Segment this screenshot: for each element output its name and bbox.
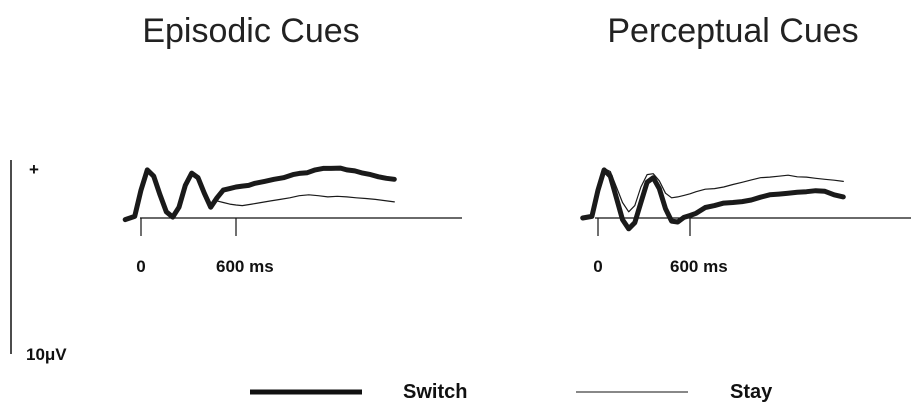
- perceptual-cues-tick-labels: 0 600 ms: [593, 257, 727, 276]
- episodic-cues-axes: [140, 217, 462, 236]
- x-tick-label-0: 0: [136, 257, 145, 276]
- x-tick-label-0: 0: [593, 257, 602, 276]
- episodic-cues-series: [122, 165, 397, 223]
- perceptual-cues-axes: [595, 217, 911, 236]
- legend-switch-label: Switch: [403, 381, 467, 403]
- series-line-switch: [580, 167, 846, 232]
- series-line-switch: [122, 165, 397, 223]
- legend: Switch Stay: [250, 381, 773, 403]
- legend-stay-label: Stay: [730, 381, 773, 403]
- episodic-cues-panel: Episodic Cues 0 600 ms: [122, 12, 462, 276]
- amplitude-label: 10μV: [26, 345, 67, 364]
- perceptual-cues-panel: Perceptual Cues 0 600 ms: [580, 12, 911, 276]
- series-line-stay: [582, 167, 844, 219]
- perceptual-cues-title: Perceptual Cues: [607, 12, 858, 50]
- positive-polarity-label: +: [29, 160, 39, 179]
- episodic-cues-title: Episodic Cues: [142, 12, 359, 50]
- episodic-cues-tick-labels: 0 600 ms: [136, 257, 273, 276]
- perceptual-cues-series: [580, 167, 846, 232]
- x-tick-label-600: 600 ms: [670, 257, 728, 276]
- x-tick-label-600: 600 ms: [216, 257, 274, 276]
- amplitude-scale-bar: + 10μV: [10, 160, 67, 364]
